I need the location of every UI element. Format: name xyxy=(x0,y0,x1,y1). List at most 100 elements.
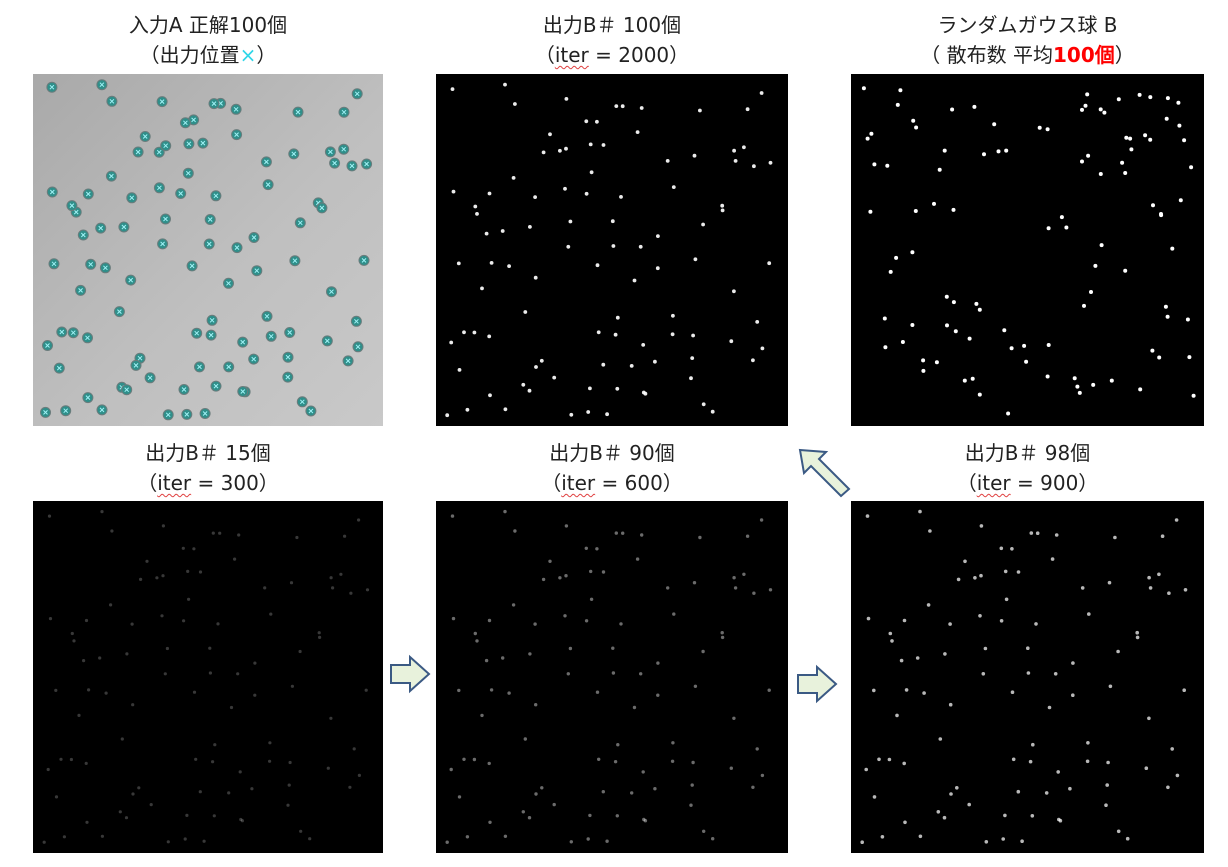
spot xyxy=(269,612,273,616)
bead xyxy=(294,217,306,229)
gauss-sphere xyxy=(1163,304,1168,309)
spot xyxy=(318,635,322,639)
spot xyxy=(47,514,52,518)
spot xyxy=(268,759,272,763)
bead xyxy=(237,386,249,397)
bead xyxy=(231,129,243,141)
spot xyxy=(473,631,477,636)
spot xyxy=(928,529,932,533)
bead xyxy=(162,409,174,421)
bead xyxy=(82,188,94,200)
spot xyxy=(692,581,697,585)
bead xyxy=(223,277,234,289)
bead xyxy=(42,340,53,351)
spot xyxy=(981,672,986,676)
spot xyxy=(890,639,894,643)
spot xyxy=(211,760,215,764)
caption-subtitle: （iter = 2000） xyxy=(436,40,788,70)
bead xyxy=(56,326,68,338)
spot xyxy=(732,576,736,580)
spot xyxy=(656,693,660,697)
spot xyxy=(1167,591,1171,595)
spot xyxy=(635,130,640,134)
spot xyxy=(639,106,644,110)
bead xyxy=(121,384,133,396)
bead xyxy=(194,361,205,373)
spot xyxy=(233,557,237,561)
bead xyxy=(288,148,300,160)
bead xyxy=(178,384,190,395)
gauss-sphere xyxy=(1102,110,1107,115)
spot xyxy=(1044,791,1049,795)
caption-iter-label: iter xyxy=(157,471,192,495)
gauss-sphere xyxy=(865,136,870,141)
caption-subtitle: （ 散布数 平均100個） xyxy=(851,40,1204,70)
spot xyxy=(1144,766,1149,770)
gauss-sphere xyxy=(992,122,997,127)
bead xyxy=(199,408,211,419)
gauss-sphere xyxy=(1009,346,1014,351)
spot xyxy=(693,257,698,262)
gauss-sphere xyxy=(970,376,975,381)
spot xyxy=(295,535,299,540)
spot xyxy=(642,817,646,822)
spot xyxy=(109,603,113,607)
spot xyxy=(720,635,725,640)
bead xyxy=(338,143,350,155)
spot xyxy=(978,614,982,618)
spot xyxy=(42,840,46,844)
spot xyxy=(943,652,947,656)
bead xyxy=(48,258,60,270)
spot xyxy=(1004,597,1009,602)
spot xyxy=(692,153,697,158)
spot xyxy=(640,533,644,537)
spot xyxy=(130,622,134,626)
spot xyxy=(1104,803,1108,807)
bead xyxy=(338,106,350,118)
spot xyxy=(691,333,695,338)
bead xyxy=(316,202,328,214)
spot xyxy=(1010,690,1015,694)
spot xyxy=(584,119,589,124)
spot xyxy=(690,356,695,360)
spot xyxy=(218,531,222,535)
gauss-sphere xyxy=(1089,290,1093,294)
gauss-sphere xyxy=(1099,243,1104,248)
gauss-sphere xyxy=(1120,160,1125,165)
spot xyxy=(566,244,571,249)
gauss-sphere xyxy=(911,118,916,123)
spot xyxy=(887,757,892,762)
spot xyxy=(456,261,461,266)
gauss-sphere xyxy=(1129,147,1134,152)
spot xyxy=(1087,612,1091,616)
spot xyxy=(872,688,876,693)
spot xyxy=(473,204,478,209)
spot xyxy=(462,330,466,335)
spot xyxy=(72,639,76,643)
spot xyxy=(462,757,466,761)
spot xyxy=(194,757,198,761)
spot xyxy=(198,790,202,794)
bead xyxy=(251,265,263,277)
cross-mark-icon: × xyxy=(239,43,257,67)
gauss-sphere xyxy=(1075,384,1080,389)
spot xyxy=(691,760,695,765)
spot xyxy=(552,802,556,807)
spot xyxy=(558,576,562,580)
spot xyxy=(118,810,122,814)
spot xyxy=(238,770,242,774)
gauss-sphere xyxy=(1178,198,1183,203)
bead xyxy=(160,140,172,152)
spot xyxy=(584,191,589,196)
gauss-sphere xyxy=(921,358,926,363)
spot xyxy=(160,614,164,618)
right-arrow-icon xyxy=(388,654,432,694)
gauss-sphere xyxy=(1191,393,1196,398)
gauss-sphere xyxy=(1116,97,1121,102)
spot xyxy=(487,761,491,766)
spot xyxy=(656,661,660,665)
gauss-sphere xyxy=(885,163,890,168)
gauss-sphere xyxy=(1138,387,1143,392)
spot xyxy=(620,104,625,109)
spot xyxy=(348,785,352,789)
